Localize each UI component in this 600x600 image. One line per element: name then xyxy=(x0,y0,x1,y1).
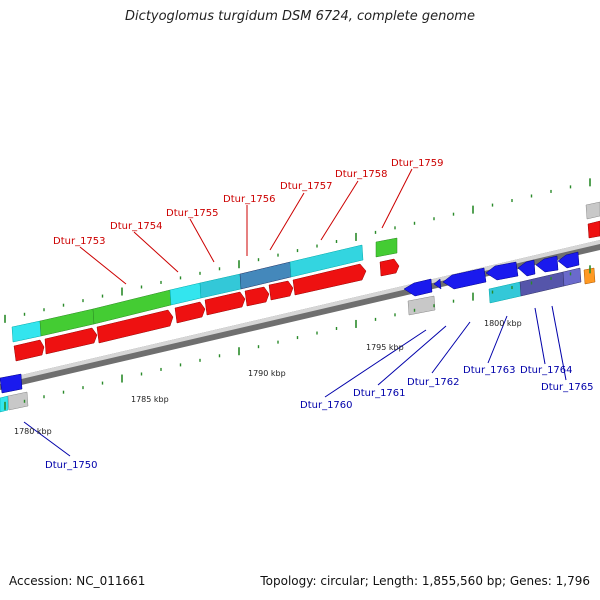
gene-label-dtur-1753[interactable]: Dtur_1753 xyxy=(53,236,106,247)
label-leader-line xyxy=(377,325,447,386)
gene-red-4[interactable] xyxy=(204,291,246,316)
gene-slate-2[interactable] xyxy=(562,267,582,287)
gene-gray-left[interactable] xyxy=(7,391,29,411)
gene-blue-4[interactable] xyxy=(485,261,519,281)
scale-label-1795: 1795 kbp xyxy=(366,343,404,352)
gene-red-8[interactable] xyxy=(379,258,400,277)
gene-label-dtur-1755[interactable]: Dtur_1755 xyxy=(166,208,219,219)
gene-gray-upper-right[interactable] xyxy=(585,201,600,220)
gene-label-dtur-1761[interactable]: Dtur_1761 xyxy=(353,388,406,399)
gene-label-dtur-1750[interactable]: Dtur_1750 xyxy=(45,460,98,471)
label-leader-line xyxy=(133,231,179,273)
scale-label-1800: 1800 kbp xyxy=(484,319,522,328)
gene-cyan-1[interactable] xyxy=(169,282,202,306)
map-title: Dictyoglomus turgidum DSM 6724, complete… xyxy=(125,9,475,24)
gene-red-6[interactable] xyxy=(268,280,294,301)
label-leader-line xyxy=(320,180,359,241)
scale-label-1790: 1790 kbp xyxy=(248,369,286,378)
scale-label-1780: 1780 kbp xyxy=(14,427,52,436)
gene-red-0[interactable] xyxy=(13,339,45,362)
gene-red-5[interactable] xyxy=(244,286,270,307)
genome-summary-text: Topology: circular; Length: 1,855,560 bp… xyxy=(260,574,590,588)
gene-label-dtur-1760[interactable]: Dtur_1760 xyxy=(300,400,353,411)
scale-ticks xyxy=(4,178,591,410)
reverse-strand-genes xyxy=(0,251,596,413)
scale-label-1785: 1785 kbp xyxy=(131,395,169,404)
gene-blue-3[interactable] xyxy=(442,267,487,290)
gene-label-dtur-1757[interactable]: Dtur_1757 xyxy=(280,181,333,192)
gene-cyan-left-rev[interactable] xyxy=(0,395,9,413)
gene-blue-1[interactable] xyxy=(403,278,433,297)
reverse-gene-labels: Dtur_1750 Dtur_1760 Dtur_1761 Dtur_1762 … xyxy=(45,365,594,471)
gene-blue-left[interactable] xyxy=(0,373,23,394)
gene-red-upper-right[interactable] xyxy=(587,220,600,239)
gene-cyan-left[interactable] xyxy=(11,320,42,343)
gene-green-3[interactable] xyxy=(375,237,398,258)
label-leader-line xyxy=(551,305,567,381)
accession-text: Accession: NC_011661 xyxy=(9,574,146,588)
gene-blue-6[interactable] xyxy=(535,255,559,273)
gene-blue-5[interactable] xyxy=(517,259,536,277)
label-leader-line xyxy=(324,329,427,398)
gene-label-dtur-1756[interactable]: Dtur_1756 xyxy=(223,194,276,205)
label-leader-line xyxy=(269,192,305,251)
gene-label-dtur-1765[interactable]: Dtur_1765 xyxy=(541,382,594,393)
gene-label-dtur-1758[interactable]: Dtur_1758 xyxy=(335,169,388,180)
scale-labels: 1780 kbp 1785 kbp 1790 kbp 1795 kbp 1800… xyxy=(14,319,522,436)
label-leader-line xyxy=(189,218,215,263)
gene-label-dtur-1754[interactable]: Dtur_1754 xyxy=(110,221,163,232)
label-leader-lines xyxy=(23,168,567,457)
forward-strand-genes xyxy=(11,201,600,362)
gene-gray-2[interactable] xyxy=(407,295,436,316)
gene-red-1[interactable] xyxy=(44,327,98,355)
gene-red-7[interactable] xyxy=(292,263,367,296)
gene-cyan-rev[interactable] xyxy=(488,281,522,304)
gene-blue-2[interactable] xyxy=(433,278,442,290)
label-leader-line xyxy=(534,307,546,365)
gene-blue-7[interactable] xyxy=(557,251,580,269)
gene-label-dtur-1762[interactable]: Dtur_1762 xyxy=(407,377,460,388)
gene-label-dtur-1759[interactable]: Dtur_1759 xyxy=(391,158,444,169)
gene-label-dtur-1764[interactable]: Dtur_1764 xyxy=(520,365,573,376)
label-leader-line xyxy=(431,321,471,374)
label-leader-line xyxy=(79,246,127,285)
label-leader-line xyxy=(381,168,413,229)
gene-label-dtur-1763[interactable]: Dtur_1763 xyxy=(463,365,516,376)
gene-cyan-3[interactable] xyxy=(289,244,364,278)
gene-red-2[interactable] xyxy=(96,309,174,344)
gene-red-3[interactable] xyxy=(174,301,206,324)
label-leader-line xyxy=(487,315,508,364)
label-leader-line xyxy=(23,421,71,457)
forward-gene-labels: Dtur_1753 Dtur_1754 Dtur_1755 Dtur_1756 … xyxy=(53,158,444,247)
